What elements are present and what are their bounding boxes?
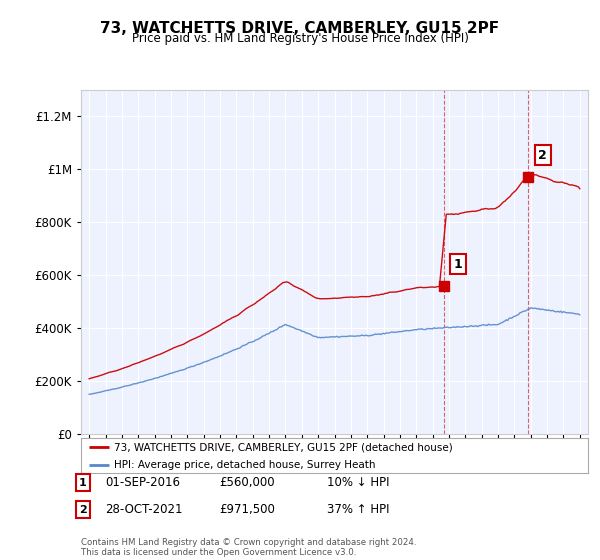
Text: HPI: Average price, detached house, Surrey Heath: HPI: Average price, detached house, Surr… — [114, 460, 376, 469]
Text: Contains HM Land Registry data © Crown copyright and database right 2024.
This d: Contains HM Land Registry data © Crown c… — [81, 538, 416, 557]
Text: 73, WATCHETTS DRIVE, CAMBERLEY, GU15 2PF: 73, WATCHETTS DRIVE, CAMBERLEY, GU15 2PF — [100, 21, 500, 36]
Text: Price paid vs. HM Land Registry's House Price Index (HPI): Price paid vs. HM Land Registry's House … — [131, 32, 469, 45]
Text: 01-SEP-2016: 01-SEP-2016 — [105, 476, 180, 489]
Text: 2: 2 — [79, 505, 86, 515]
Text: 2: 2 — [538, 149, 547, 162]
Text: 1: 1 — [454, 258, 463, 271]
Text: 73, WATCHETTS DRIVE, CAMBERLEY, GU15 2PF (detached house): 73, WATCHETTS DRIVE, CAMBERLEY, GU15 2PF… — [114, 442, 453, 452]
Text: £971,500: £971,500 — [219, 503, 275, 516]
Text: 1: 1 — [79, 478, 86, 488]
Text: 37% ↑ HPI: 37% ↑ HPI — [327, 503, 389, 516]
Text: 10% ↓ HPI: 10% ↓ HPI — [327, 476, 389, 489]
Text: £560,000: £560,000 — [219, 476, 275, 489]
Text: 28-OCT-2021: 28-OCT-2021 — [105, 503, 182, 516]
